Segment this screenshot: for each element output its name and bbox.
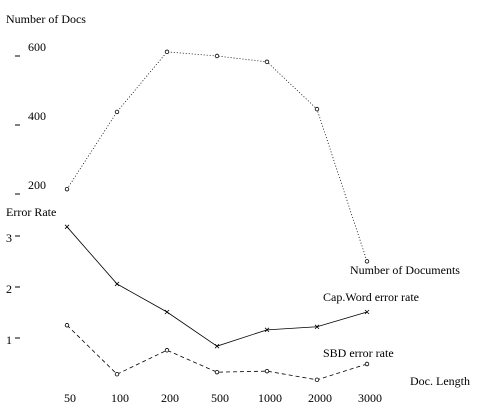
x-axis-label: Doc. Length bbox=[410, 374, 470, 388]
x-tick-label: 2000 bbox=[308, 391, 332, 405]
y-tick-label: 600 bbox=[28, 40, 46, 54]
x-tick-label: 50 bbox=[64, 391, 76, 405]
marker bbox=[214, 369, 220, 375]
y-tick-label: 1 bbox=[6, 333, 12, 347]
y-tick-label: 3 bbox=[6, 231, 12, 245]
marker bbox=[64, 186, 70, 192]
marker bbox=[164, 49, 170, 55]
series-label: Cap.Word error rate bbox=[323, 290, 419, 304]
marker bbox=[314, 324, 320, 330]
marker bbox=[264, 59, 270, 65]
marker bbox=[114, 109, 120, 115]
x-tick-label: 100 bbox=[111, 391, 129, 405]
y-tick-label: 2 bbox=[6, 282, 12, 296]
marker bbox=[364, 309, 370, 315]
marker bbox=[64, 224, 70, 230]
x-tick-label: 3000 bbox=[358, 391, 382, 405]
marker bbox=[364, 259, 370, 264]
x-tick-label: 500 bbox=[211, 391, 229, 405]
series-line bbox=[66, 226, 368, 347]
y-tick-label: 200 bbox=[28, 178, 46, 192]
series-label: SBD error rate bbox=[323, 346, 394, 360]
marker bbox=[314, 106, 320, 112]
x-tick-label: 1000 bbox=[258, 391, 282, 405]
x-tick-label: 200 bbox=[161, 391, 179, 405]
marker bbox=[214, 53, 220, 59]
marker bbox=[114, 372, 120, 377]
series-line bbox=[66, 51, 368, 262]
marker bbox=[264, 327, 270, 333]
y-tick-label: 400 bbox=[28, 109, 46, 123]
marker bbox=[214, 343, 220, 349]
marker bbox=[114, 281, 120, 287]
marker bbox=[164, 348, 170, 353]
marker bbox=[164, 309, 170, 315]
y-axis-label: Number of Docs bbox=[6, 12, 86, 26]
marker bbox=[364, 361, 370, 367]
marker bbox=[64, 323, 70, 328]
marker bbox=[314, 377, 320, 383]
series-label: Number of Documents bbox=[350, 263, 460, 277]
marker bbox=[264, 368, 270, 374]
y-axis-label: Error Rate bbox=[6, 205, 56, 219]
